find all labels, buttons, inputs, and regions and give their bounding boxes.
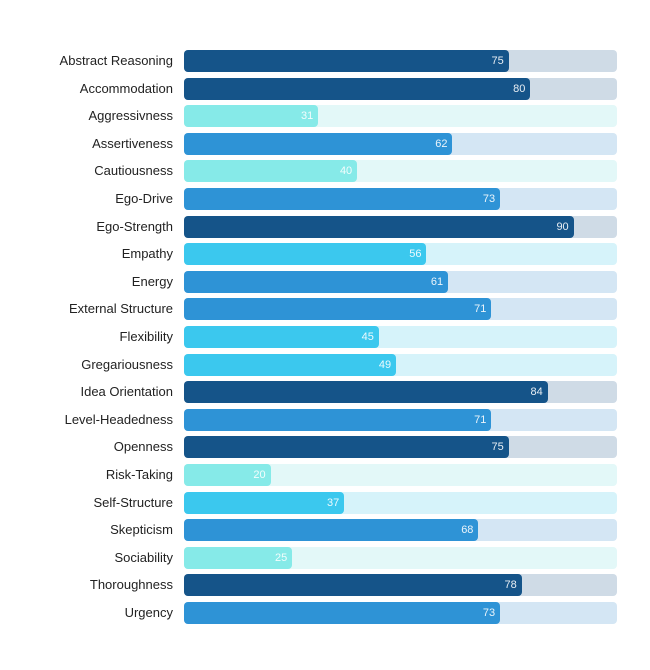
category-label: External Structure	[68, 301, 173, 317]
bar: 90	[184, 215, 574, 238]
data-label: 37	[326, 496, 340, 509]
bar: 20	[184, 464, 271, 486]
bar-track: 68	[184, 519, 617, 542]
bar-track: 31	[184, 105, 617, 128]
data-label: 49	[378, 358, 392, 371]
category-label: Abstract Reasoning	[59, 53, 173, 68]
bar-track: 73	[184, 602, 617, 624]
bar-track: 45	[184, 326, 617, 348]
data-label: 25	[275, 551, 288, 564]
bar-track: 71	[184, 298, 617, 321]
data-label: 71	[474, 303, 487, 316]
bar-track: 73	[184, 188, 617, 210]
category-label: Flexibility	[119, 329, 173, 344]
data-label: 56	[409, 248, 422, 261]
category-label: Cautiousness	[94, 163, 173, 179]
category-label: Idea Orientation	[80, 384, 173, 400]
category-label: Level-Headedness	[64, 411, 173, 427]
bar: 25	[184, 546, 293, 569]
data-label: 71	[474, 413, 487, 426]
bar-track: 37	[184, 491, 617, 514]
bar-track: 56	[184, 243, 617, 266]
category-label: Accommodation	[79, 80, 173, 96]
category-label: Thoroughness	[89, 577, 173, 593]
bar-track: 75	[184, 50, 617, 72]
category-label: Risk-Taking	[105, 467, 173, 482]
bar-track: 49	[184, 353, 617, 376]
data-label: 75	[491, 441, 504, 454]
data-label: 20	[253, 469, 266, 481]
data-label: 80	[513, 82, 526, 95]
bar-track: 20	[184, 464, 617, 486]
bar: 75	[184, 50, 509, 72]
data-label: 45	[361, 331, 374, 343]
category-label: Aggressivness	[88, 108, 173, 124]
category-label: Sociability	[114, 549, 173, 565]
data-label: 73	[482, 607, 496, 619]
data-label: 84	[530, 386, 543, 399]
bar-track: 25	[184, 546, 617, 569]
bar-track: 78	[184, 574, 617, 597]
bar: 73	[184, 188, 501, 210]
category-label: Energy	[131, 273, 173, 289]
data-label: 78	[504, 579, 517, 592]
bar: 62	[184, 132, 453, 155]
category-label: Ego-Strength	[96, 218, 173, 234]
bar-track: 90	[184, 215, 617, 238]
bar-track: 75	[184, 436, 617, 459]
bar-track: 71	[184, 408, 617, 431]
bar: 68	[184, 519, 479, 542]
bar: 75	[184, 436, 509, 459]
bar: 45	[184, 326, 379, 348]
bar-track: 62	[184, 132, 617, 155]
bar: 56	[184, 243, 427, 266]
bar-track: 40	[184, 160, 617, 183]
category-label: Urgency	[124, 605, 173, 620]
bar: 71	[184, 298, 492, 321]
category-label: Gregariousness	[81, 356, 173, 372]
data-label: 90	[556, 220, 569, 233]
bar-track: 84	[184, 381, 617, 404]
data-label: 73	[482, 193, 496, 205]
category-label: Openness	[113, 439, 173, 455]
data-label: 62	[435, 137, 448, 150]
bar-track: 61	[184, 270, 617, 293]
bar-track: 80	[184, 77, 617, 100]
data-label: 68	[461, 524, 474, 537]
data-label: 75	[491, 55, 504, 67]
bar: 40	[184, 160, 358, 183]
bar: 84	[184, 381, 548, 404]
data-label: 61	[430, 275, 444, 288]
bar: 49	[184, 353, 397, 376]
category-label: Skepticism	[110, 522, 173, 538]
bar: 37	[184, 491, 345, 514]
bar: 31	[184, 105, 319, 128]
data-label: 40	[339, 165, 353, 178]
bar: 61	[184, 270, 449, 293]
category-label: Assertiveness	[92, 135, 173, 151]
bar: 78	[184, 574, 522, 597]
bar: 73	[184, 602, 501, 624]
category-label: Ego-Drive	[115, 191, 173, 206]
category-label: Empathy	[121, 246, 173, 262]
bar: 80	[184, 77, 531, 100]
data-label: 31	[300, 110, 314, 123]
category-label: Self-Structure	[93, 494, 173, 510]
bar: 71	[184, 408, 492, 431]
